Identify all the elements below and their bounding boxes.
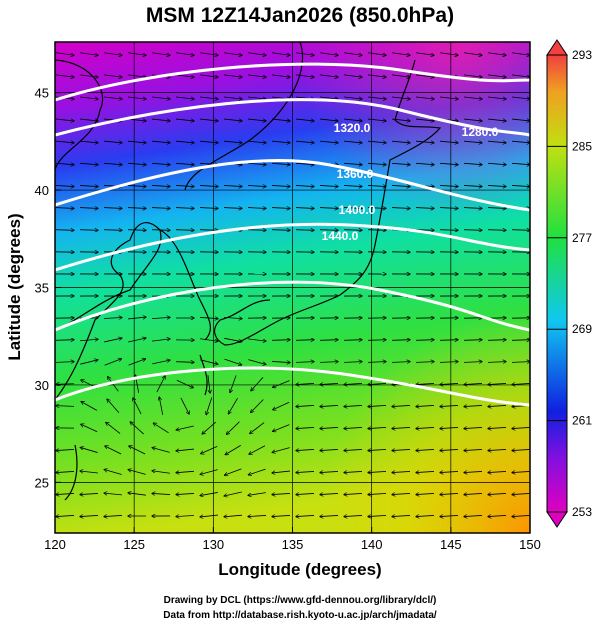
- y-tick-label: 30: [35, 378, 49, 393]
- credit: Data from http://database.rish.kyoto-u.a…: [163, 610, 437, 621]
- streamline-arrow: [56, 384, 74, 385]
- colorbar-tick-label: 261: [572, 414, 592, 428]
- y-tick-label: 40: [35, 183, 49, 198]
- y-axis-label: Latitude (degrees): [5, 213, 24, 360]
- colorbar-tick-label: 269: [572, 322, 592, 336]
- contour-label: 1440.0: [322, 229, 359, 243]
- x-tick-label: 125: [123, 537, 145, 552]
- colorbar-min-arrow: [547, 512, 567, 527]
- x-tick-label: 130: [202, 537, 224, 552]
- colorbar-tick-label: 277: [572, 231, 592, 245]
- contour-label: 1400.0: [339, 203, 376, 217]
- plot-area: 1280.0 1320.0 1360.0 1400.0 1440.0: [55, 42, 530, 533]
- y-tick-label: 35: [35, 281, 49, 296]
- x-tick-label: 135: [282, 537, 304, 552]
- contour-label: 1360.0: [337, 167, 374, 181]
- y-tick-label: 25: [35, 475, 49, 490]
- contour-label: 1320.0: [334, 121, 371, 135]
- colorbar-tick-label: 285: [572, 139, 592, 153]
- contour-label: 1280.0: [462, 125, 499, 139]
- y-tick-label: 45: [35, 86, 49, 101]
- colorbar: [547, 55, 567, 512]
- x-tick-label: 150: [519, 537, 541, 552]
- x-tick-label: 145: [440, 537, 462, 552]
- colorbar-tick-label: 293: [572, 48, 592, 62]
- x-axis-label: Longitude (degrees): [218, 560, 381, 579]
- credit: Drawing by DCL (https://www.gfd-dennou.o…: [164, 595, 437, 606]
- colorbar-tick-label: 253: [572, 505, 592, 519]
- x-tick-label: 140: [361, 537, 383, 552]
- x-tick-label: 120: [44, 537, 66, 552]
- colorbar-max-arrow: [547, 40, 567, 55]
- title: MSM 12Z14Jan2026 (850.0hPa): [146, 4, 454, 27]
